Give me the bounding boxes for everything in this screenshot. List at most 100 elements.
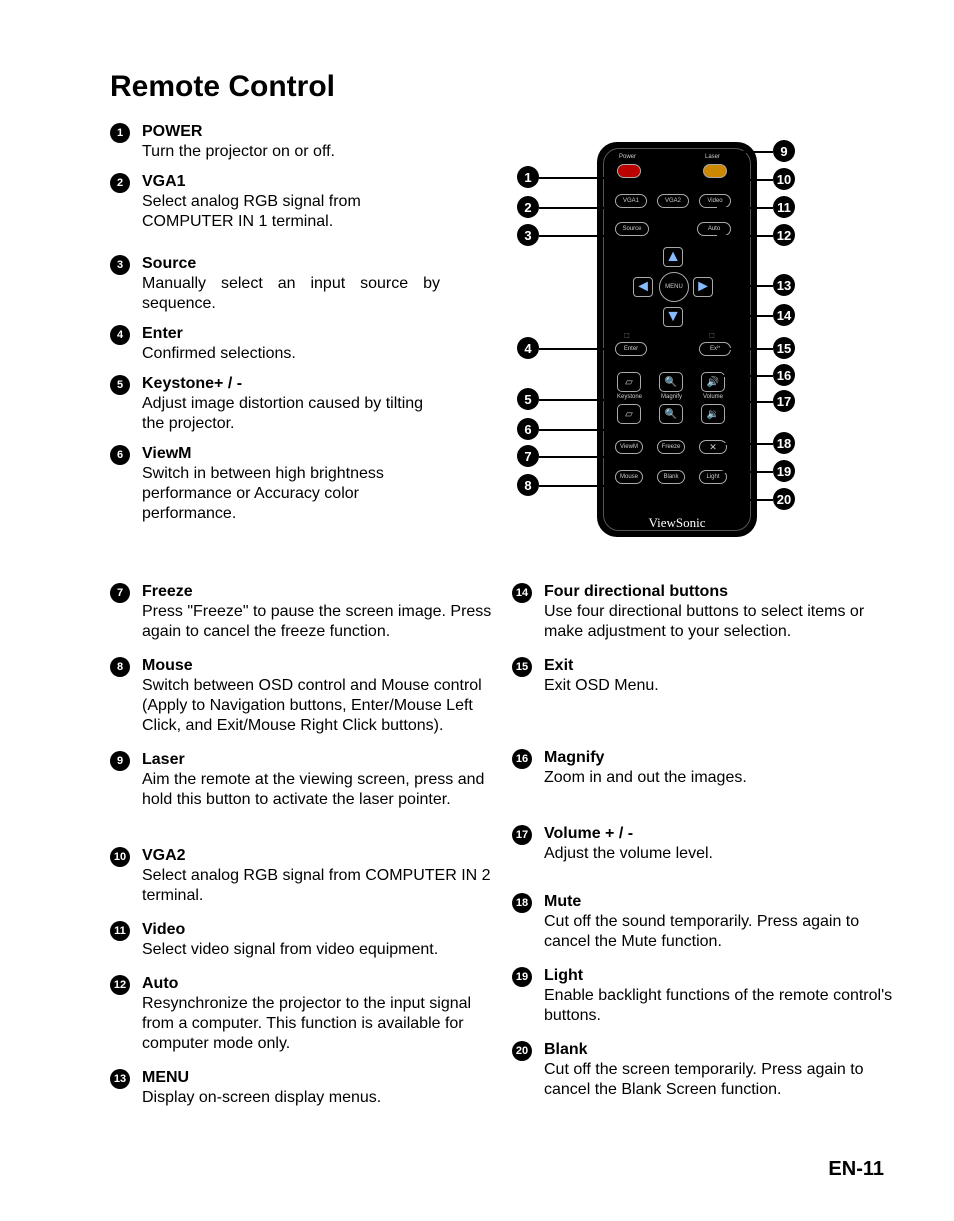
item-body: VideoSelect video signal from video equi… [142, 920, 492, 960]
diagram-container: Power Laser VGA1 VGA2 Video Source Auto … [460, 122, 894, 552]
item-body: MENUDisplay on-screen display menus. [142, 1068, 492, 1108]
item-body: VGA1Select analog RGB signal from COMPUT… [142, 172, 440, 232]
item-body: SourceManually select an input source by… [142, 254, 440, 314]
source-button[interactable]: Source [615, 222, 649, 236]
item-body: MagnifyZoom in and out the images. [544, 748, 894, 788]
item-title: Volume + / - [544, 824, 894, 844]
magnify-minus[interactable]: 🔍 [659, 404, 683, 424]
item-title: Source [142, 254, 440, 274]
item-desc: Resynchronize the projector to the input… [142, 994, 492, 1054]
list-item: 8MouseSwitch between OSD control and Mou… [110, 656, 492, 736]
item-title: POWER [142, 122, 440, 142]
callout-6: 6 [517, 418, 539, 440]
item-title: Enter [142, 324, 440, 344]
magnify-plus[interactable]: 🔍 [659, 372, 683, 392]
bullet-number: 12 [110, 975, 130, 995]
list-item: 9LaserAim the remote at the viewing scre… [110, 750, 492, 810]
bullet-number: 7 [110, 583, 130, 603]
callout-17: 17 [773, 390, 795, 412]
laser-button[interactable] [703, 164, 727, 178]
video-button[interactable]: Video [699, 194, 731, 208]
item-desc: Aim the remote at the viewing screen, pr… [142, 770, 492, 810]
nav-right[interactable]: ► [693, 277, 713, 297]
bullet-number: 6 [110, 445, 130, 465]
volume-minus[interactable]: 🔉 [701, 404, 725, 424]
list-item: 15 ExitExit OSD Menu. [512, 656, 894, 696]
label-laser: Laser [705, 154, 720, 160]
callout-11: 11 [773, 196, 795, 218]
list-item: 5Keystone+ / -Adjust image distortion ca… [110, 374, 440, 434]
keystone-plus[interactable]: ▱ [617, 372, 641, 392]
auto-button[interactable]: Auto [697, 222, 731, 236]
item-body: LightEnable backlight functions of the r… [544, 966, 894, 1026]
item-body: Keystone+ / -Adjust image distortion cau… [142, 374, 440, 434]
item-title: Magnify [544, 748, 894, 768]
remote-body: Power Laser VGA1 VGA2 Video Source Auto … [597, 142, 757, 537]
bullet-number: 19 [512, 967, 532, 987]
label-power: Power [619, 154, 636, 160]
vga1-button[interactable]: VGA1 [615, 194, 647, 208]
item-desc: Select analog RGB signal from COMPUTER I… [142, 192, 440, 232]
nav-left[interactable]: ◄ [633, 277, 653, 297]
list-item: 3SourceManually select an input source b… [110, 254, 440, 314]
item-title: VGA1 [142, 172, 440, 192]
vga2-button[interactable]: VGA2 [657, 194, 689, 208]
page-title: Remote Control [110, 70, 894, 104]
list-item: 12 AutoResynchronize the projector to the… [110, 974, 492, 1054]
callout-4: 4 [517, 337, 539, 359]
power-button[interactable] [617, 164, 641, 178]
callout-18: 18 [773, 432, 795, 454]
item-body: ViewMSwitch in between high brightness p… [142, 444, 440, 524]
callout-20: 20 [773, 488, 795, 510]
bullet-number: 1 [110, 123, 130, 143]
item-title: Blank [544, 1040, 894, 1060]
blank-button[interactable]: Blank [657, 470, 685, 484]
bullet-number: 15 [512, 657, 532, 677]
keystone-minus[interactable]: ▱ [617, 404, 641, 424]
item-body: VGA2Select analog RGB signal from COMPUT… [142, 846, 492, 906]
item-body: MouseSwitch between OSD control and Mous… [142, 656, 492, 736]
list-item: 10 VGA2Select analog RGB signal from COMP… [110, 846, 492, 906]
list-item: 20BlankCut off the screen temporarily. P… [512, 1040, 894, 1100]
item-desc: Display on-screen display menus. [142, 1088, 492, 1108]
item-body: FreezePress "Freeze" to pause the screen… [142, 582, 492, 642]
item-body: POWERTurn the projector on or off. [142, 122, 440, 162]
item-title: Exit [544, 656, 894, 676]
callout-19: 19 [773, 460, 795, 482]
item-desc: Select analog RGB signal from COMPUTER I… [142, 866, 492, 906]
item-title: Auto [142, 974, 492, 994]
callout-2: 2 [517, 196, 539, 218]
bottom-section: 7 FreezePress "Freeze" to pause the scree… [110, 582, 894, 1136]
item-body: Volume + / -Adjust the volume level. [544, 824, 894, 864]
list-item: 18MuteCut off the sound temporarily. Pre… [512, 892, 894, 952]
bullet-number: 10 [110, 847, 130, 867]
item-title: Mute [544, 892, 894, 912]
nav-down[interactable]: ▼ [663, 307, 683, 327]
list-item: 17 Volume + / -Adjust the volume level. [512, 824, 894, 864]
item-title: MENU [142, 1068, 492, 1088]
callout-8: 8 [517, 474, 539, 496]
item-title: Keystone+ / - [142, 374, 440, 394]
item-title: Mouse [142, 656, 492, 676]
mouse-button[interactable]: Mouse [615, 470, 643, 484]
bullet-number: 17 [512, 825, 532, 845]
callout-9: 9 [773, 140, 795, 162]
item-body: ExitExit OSD Menu. [544, 656, 894, 696]
callout-3: 3 [517, 224, 539, 246]
item-desc: Use four directional buttons to select i… [544, 602, 894, 642]
bullet-number: 20 [512, 1041, 532, 1061]
list-item: 11VideoSelect video signal from video eq… [110, 920, 492, 960]
enter-button[interactable]: Enter [615, 342, 647, 356]
item-desc: Adjust the volume level. [544, 844, 894, 864]
list-item: 1 POWERTurn the projector on or off. [110, 122, 440, 162]
viewm-button[interactable]: ViewM [615, 440, 643, 454]
menu-button[interactable]: MENU [659, 272, 689, 302]
nav-up[interactable]: ▲ [663, 247, 683, 267]
item-desc: Cut off the sound temporarily. Press aga… [544, 912, 894, 952]
bottom-left-list: 7 FreezePress "Freeze" to pause the scree… [110, 582, 492, 1136]
bullet-number: 13 [110, 1069, 130, 1089]
list-item: 14Four directional buttonsUse four direc… [512, 582, 894, 642]
freeze-button[interactable]: Freeze [657, 440, 685, 454]
item-title: Four directional buttons [544, 582, 894, 602]
remote-brand: ViewSonic [597, 515, 757, 531]
